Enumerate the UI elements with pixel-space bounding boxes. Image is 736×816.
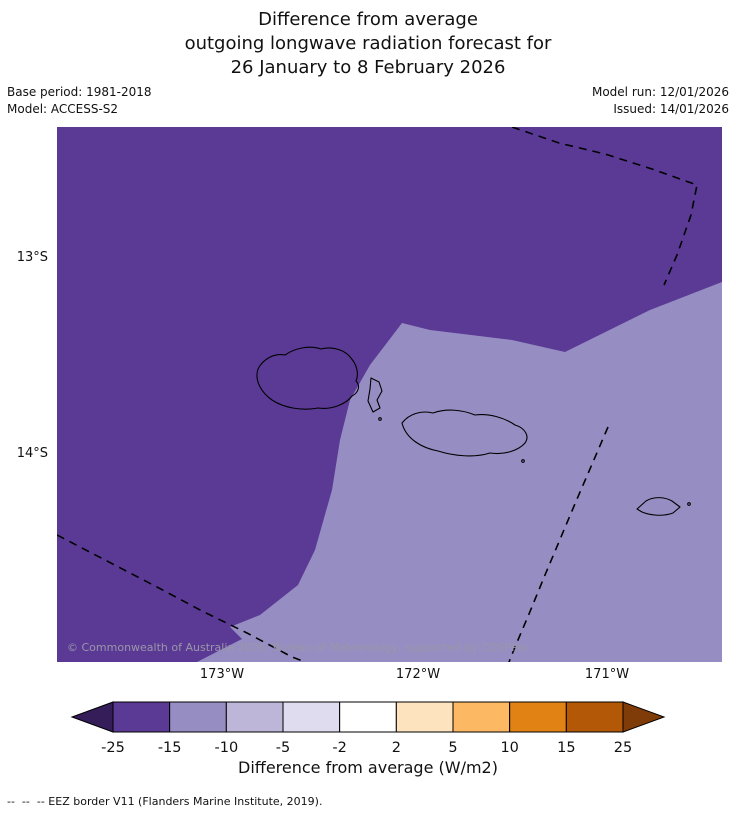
model-run-label: Model run: 12/01/2026 (591, 85, 729, 99)
title-line-2: outgoing longwave radiation forecast for (184, 33, 552, 54)
island-upolu-outline (401, 409, 528, 457)
colorbar-segment-8 (509, 701, 567, 733)
colorbar-tick-label: -10 (214, 740, 238, 756)
colorbar-arrow-low (70, 701, 114, 733)
islet-dot-west (378, 417, 382, 421)
colorbar-tick-label: -5 (276, 740, 290, 756)
map-canvas: © Commonwealth of Australia 2026, Bureau… (56, 126, 722, 663)
eez-border-lines (56, 126, 698, 663)
colorbar-segment-5 (339, 701, 397, 733)
lon-label-173w: 173°W (199, 667, 245, 682)
island-apolima-outline (367, 377, 383, 413)
eez-border-southeast (508, 426, 609, 663)
colorbar-segment-9 (565, 701, 624, 733)
base-period-label: Base period: 1981-2018 (7, 85, 152, 99)
colorbar-tick-label: -25 (101, 740, 125, 756)
colorbar-arrow-high (622, 701, 666, 733)
colorbar-tick-label: 5 (448, 740, 457, 756)
colorbar-tick-label: -2 (332, 740, 346, 756)
colorbar-segment-1 (112, 701, 171, 733)
eez-border-southwest (56, 534, 306, 663)
title-line-1: Difference from average (258, 9, 478, 30)
map-copyright: © Commonwealth of Australia 2026, Bureau… (67, 641, 530, 654)
island-savaii-outline (256, 346, 360, 410)
colorbar-segment-6 (395, 701, 454, 733)
anomaly-region-moderate-negative (197, 282, 722, 662)
islet-dot-east (521, 459, 525, 463)
islet-dot-far-east (687, 502, 691, 506)
island-outlines (256, 346, 691, 516)
colorbar-tick-label: 2 (392, 740, 401, 756)
figure-title: Difference from average outgoing longwav… (0, 8, 736, 80)
colorbar-tick-label: 15 (557, 740, 575, 756)
meta-left-block: Base period: 1981-2018 Model: ACCESS-S2 (7, 84, 152, 118)
lon-label-172w: 172°W (395, 667, 441, 682)
model-label: Model: ACCESS-S2 (7, 102, 119, 116)
meta-right-block: Model run: 12/01/2026 Issued: 14/01/2026 (592, 84, 729, 118)
eez-border-northeast (511, 126, 698, 286)
colorbar-segment-3 (225, 701, 284, 733)
colorbar-segment-2 (169, 701, 227, 733)
colorbar-canvas: -25 -15 -10 -5 -2 2 5 10 15 25 (70, 701, 666, 756)
colorbar-segment-4 (282, 701, 341, 733)
lon-label-171w: 171°W (584, 667, 630, 682)
lat-label-13s: 13°S (16, 250, 48, 265)
issued-label: Issued: 14/01/2026 (613, 102, 729, 116)
forecast-map: © Commonwealth of Australia 2026, Bureau… (56, 126, 722, 663)
colorbar-tick-label: -15 (158, 740, 182, 756)
colorbar-tick-labels: -25 -15 -10 -5 -2 2 5 10 15 25 (101, 740, 632, 756)
colorbar-tick-label: 10 (500, 740, 518, 756)
island-tutuila-outline (636, 497, 681, 516)
lat-label-14s: 14°S (16, 446, 48, 461)
title-line-3: 26 January to 8 February 2026 (230, 57, 506, 78)
colorbar-title: Difference from average (W/m2) (238, 758, 498, 777)
colorbar-segment-7 (452, 701, 511, 733)
colorbar-tick-label: 25 (614, 740, 632, 756)
colorbar: -25 -15 -10 -5 -2 2 5 10 15 25 (70, 701, 666, 759)
eez-footnote: -- -- -- EEZ border V11 (Flanders Marine… (7, 795, 323, 808)
